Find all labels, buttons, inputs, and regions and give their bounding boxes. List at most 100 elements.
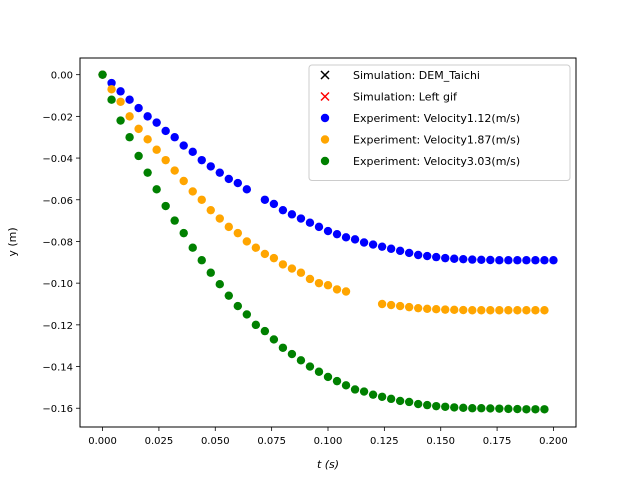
data-point	[377, 242, 387, 251]
x-axis-label: t (s)	[317, 458, 339, 471]
data-point	[224, 222, 233, 232]
data-point	[197, 155, 206, 165]
data-point	[395, 246, 405, 256]
data-point	[125, 95, 134, 104]
data-point	[377, 392, 387, 401]
y-axis-ticks: 0.00 −0.02 −0.04 −0.06 −0.08 −0.10 −0.12 −0.14 −…	[42, 71, 80, 415]
data-point	[269, 199, 279, 209]
data-point	[368, 240, 378, 249]
data-point	[125, 133, 134, 142]
legend-marker-x	[320, 91, 330, 102]
data-point	[305, 362, 315, 371]
data-point	[197, 256, 206, 265]
data-point	[332, 229, 342, 239]
y-tick-label: 0.00	[51, 71, 73, 82]
data-point	[134, 124, 143, 134]
data-point	[486, 404, 495, 413]
data-point	[504, 256, 513, 265]
data-point	[486, 255, 495, 265]
data-point	[413, 303, 423, 313]
data-point	[251, 320, 261, 330]
data-point	[188, 243, 197, 252]
x-axis-ticks: 0.000 0.025 0.050 0.075 0.100 0.125 0.150 0.175…	[88, 427, 568, 447]
data-point	[413, 250, 423, 260]
data-point	[296, 268, 306, 277]
legend-marker-dot	[320, 156, 330, 166]
data-point	[215, 168, 224, 177]
data-point	[323, 281, 333, 290]
data-point	[116, 97, 125, 106]
y-tick-label: −0.14	[42, 363, 73, 374]
data-point	[188, 187, 197, 196]
y-axis-label: y (m)	[6, 227, 19, 256]
x-tick-label: 0.125	[370, 436, 399, 447]
data-point	[350, 385, 360, 394]
data-point	[513, 256, 522, 265]
data-point	[269, 253, 279, 263]
data-point	[468, 306, 477, 315]
data-point	[206, 162, 215, 171]
y-tick-label: −0.10	[42, 279, 73, 290]
data-point	[116, 87, 125, 96]
data-point	[522, 405, 531, 414]
data-point	[468, 404, 477, 413]
data-point	[215, 279, 224, 289]
x-tick-label: 0.000	[88, 436, 117, 447]
data-point	[116, 116, 125, 125]
data-point	[377, 299, 387, 309]
legend-marker-dot	[320, 135, 330, 144]
data-point	[386, 244, 396, 253]
data-point	[395, 301, 405, 311]
data-point	[450, 254, 459, 263]
data-point	[386, 300, 396, 310]
data-point	[152, 145, 161, 154]
data-point	[179, 141, 188, 150]
data-point	[404, 248, 414, 258]
data-point	[540, 405, 549, 414]
data-point	[549, 256, 558, 265]
data-point	[504, 306, 513, 315]
data-point	[341, 381, 351, 390]
data-point	[305, 218, 315, 227]
data-point	[197, 195, 206, 204]
y-tick-label: −0.02	[42, 112, 73, 123]
data-point	[107, 78, 116, 88]
data-point	[486, 306, 495, 315]
data-point	[278, 205, 288, 215]
x-tick-label: 0.175	[483, 436, 512, 447]
data-point	[215, 214, 224, 223]
data-point	[432, 252, 441, 262]
data-point	[125, 112, 134, 121]
legend-marker-x	[320, 70, 330, 80]
data-point	[450, 403, 459, 412]
data-point	[341, 287, 351, 296]
data-point	[495, 404, 504, 413]
data-point	[531, 306, 540, 315]
data-point	[540, 256, 549, 265]
data-point	[459, 305, 468, 315]
x-tick-label: 0.025	[145, 436, 174, 447]
data-point	[143, 135, 152, 144]
data-point	[206, 268, 215, 277]
data-point	[314, 222, 324, 232]
data-point	[395, 396, 405, 406]
y-tick-label: −0.06	[42, 196, 73, 207]
x-tick-label: 0.075	[257, 436, 286, 447]
data-point	[441, 253, 450, 263]
data-point	[107, 85, 116, 94]
data-point	[143, 112, 152, 121]
data-point	[413, 399, 423, 409]
data-point	[251, 243, 261, 252]
data-point	[161, 155, 170, 165]
data-point	[143, 168, 152, 177]
data-point	[459, 254, 468, 264]
data-point	[540, 306, 549, 315]
data-point	[296, 214, 306, 223]
data-point	[98, 70, 107, 79]
data-point	[206, 205, 215, 215]
data-point	[522, 256, 531, 265]
data-point	[323, 372, 333, 382]
data-point	[224, 174, 233, 184]
data-point	[260, 249, 270, 259]
data-point	[305, 274, 315, 284]
